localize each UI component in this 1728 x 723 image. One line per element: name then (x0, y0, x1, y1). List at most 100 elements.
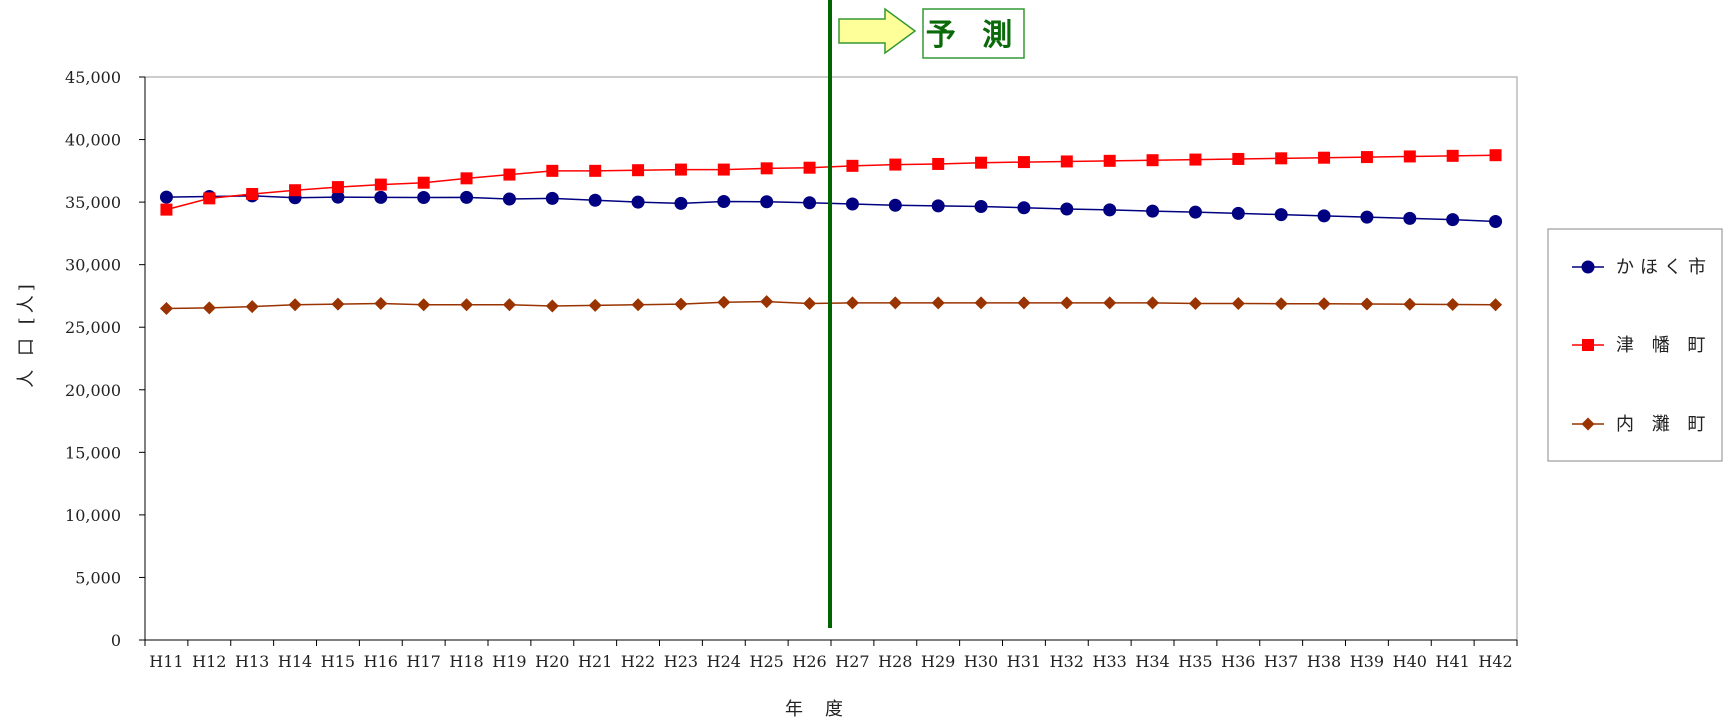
x-tick-label: H41 (1436, 652, 1470, 671)
x-tick-label: H21 (578, 652, 612, 671)
data-point (1360, 297, 1373, 310)
x-tick-label: H27 (835, 652, 869, 671)
data-point (1446, 298, 1459, 311)
y-tick-label: 25,000 (65, 318, 121, 337)
data-point (374, 297, 387, 310)
data-point (460, 298, 473, 311)
x-tick-label: H19 (492, 652, 526, 671)
y-tick-label: 15,000 (65, 443, 121, 462)
data-point (1104, 204, 1116, 216)
x-tick-label: H35 (1178, 652, 1212, 671)
data-point (675, 197, 687, 209)
data-point (1232, 207, 1244, 219)
x-tick-label: H32 (1050, 652, 1084, 671)
forecast-annotation: 予 測 (830, 0, 1024, 628)
data-point (717, 296, 730, 309)
x-tick-label: H33 (1093, 652, 1127, 671)
data-point (1018, 202, 1030, 214)
data-point (246, 188, 258, 200)
data-point (375, 179, 387, 191)
y-tick-label: 20,000 (65, 381, 121, 400)
legend-label: 内 灘 町 (1616, 414, 1711, 435)
data-point (975, 200, 987, 212)
data-point (289, 184, 301, 196)
data-point (203, 301, 216, 314)
data-point (632, 164, 644, 176)
data-point (289, 298, 302, 311)
x-tick-label: H40 (1393, 652, 1427, 671)
data-point (1061, 203, 1073, 215)
data-point (889, 159, 901, 171)
x-tick-label: H11 (149, 652, 183, 671)
y-axis-ticks: 0 5,000 10,000 15,000 20,000 25,000 30,000 35,0… (65, 68, 145, 650)
x-tick-label: H36 (1221, 652, 1255, 671)
data-point (932, 296, 945, 309)
data-point (889, 199, 901, 211)
x-tick-label: H38 (1307, 652, 1341, 671)
data-point (1275, 152, 1287, 164)
x-tick-label: H24 (707, 652, 741, 671)
y-tick-label: 5,000 (75, 568, 121, 587)
data-point (160, 302, 173, 315)
data-point (804, 162, 816, 174)
data-point (761, 196, 773, 208)
data-point (1318, 210, 1330, 222)
data-point (1490, 149, 1502, 161)
x-tick-label: H18 (449, 652, 483, 671)
data-point (1447, 214, 1459, 226)
y-tick-label: 45,000 (65, 68, 121, 87)
data-point (1489, 298, 1502, 311)
data-point (331, 298, 344, 311)
forecast-label: 予 測 (926, 18, 1020, 53)
data-point (718, 164, 730, 176)
data-point (718, 195, 730, 207)
x-tick-label: H37 (1264, 652, 1298, 671)
x-axis-ticks: H11 H12 H13 H14 H15 H16 H17 H18 H19 H20 H21 H22 H23 H… (145, 640, 1517, 671)
x-tick-label: H39 (1350, 652, 1384, 671)
data-point (1361, 151, 1373, 163)
data-point (546, 192, 558, 204)
y-axis-title: 人 口 [人] (16, 280, 37, 388)
data-point (503, 193, 515, 205)
x-tick-label: H22 (621, 652, 655, 671)
data-point (632, 298, 645, 311)
data-point (889, 296, 902, 309)
legend-label: 津 幡 町 (1616, 335, 1711, 356)
x-axis-title: 年 度 (785, 699, 845, 720)
data-point (589, 194, 601, 206)
data-point (804, 197, 816, 209)
y-tick-label: 35,000 (65, 193, 121, 212)
data-point (1275, 209, 1287, 221)
data-point (760, 295, 773, 308)
x-tick-label: H23 (664, 652, 698, 671)
legend-label: かほく市 (1616, 257, 1712, 278)
data-point (1404, 150, 1416, 162)
y-tick-label: 30,000 (65, 256, 121, 275)
data-point (1061, 155, 1073, 167)
data-point (1018, 156, 1030, 168)
data-point (461, 172, 473, 184)
data-point (1189, 297, 1202, 310)
data-point (375, 191, 387, 203)
x-tick-label: H30 (964, 652, 998, 671)
data-point (803, 297, 816, 310)
data-point (1232, 153, 1244, 165)
y-tick-label: 40,000 (65, 131, 121, 150)
data-point (1447, 150, 1459, 162)
data-point (1017, 296, 1030, 309)
data-point (418, 177, 430, 189)
data-point (761, 162, 773, 174)
data-point (589, 165, 601, 177)
data-point (1404, 212, 1416, 224)
data-point (503, 169, 515, 181)
x-tick-label: H14 (278, 652, 312, 671)
data-point (1490, 216, 1502, 228)
data-point (1189, 154, 1201, 166)
y-tick-label: 10,000 (65, 506, 121, 525)
data-point (1318, 297, 1331, 310)
data-point (1103, 296, 1116, 309)
data-point (246, 300, 259, 313)
x-tick-label: H17 (407, 652, 441, 671)
